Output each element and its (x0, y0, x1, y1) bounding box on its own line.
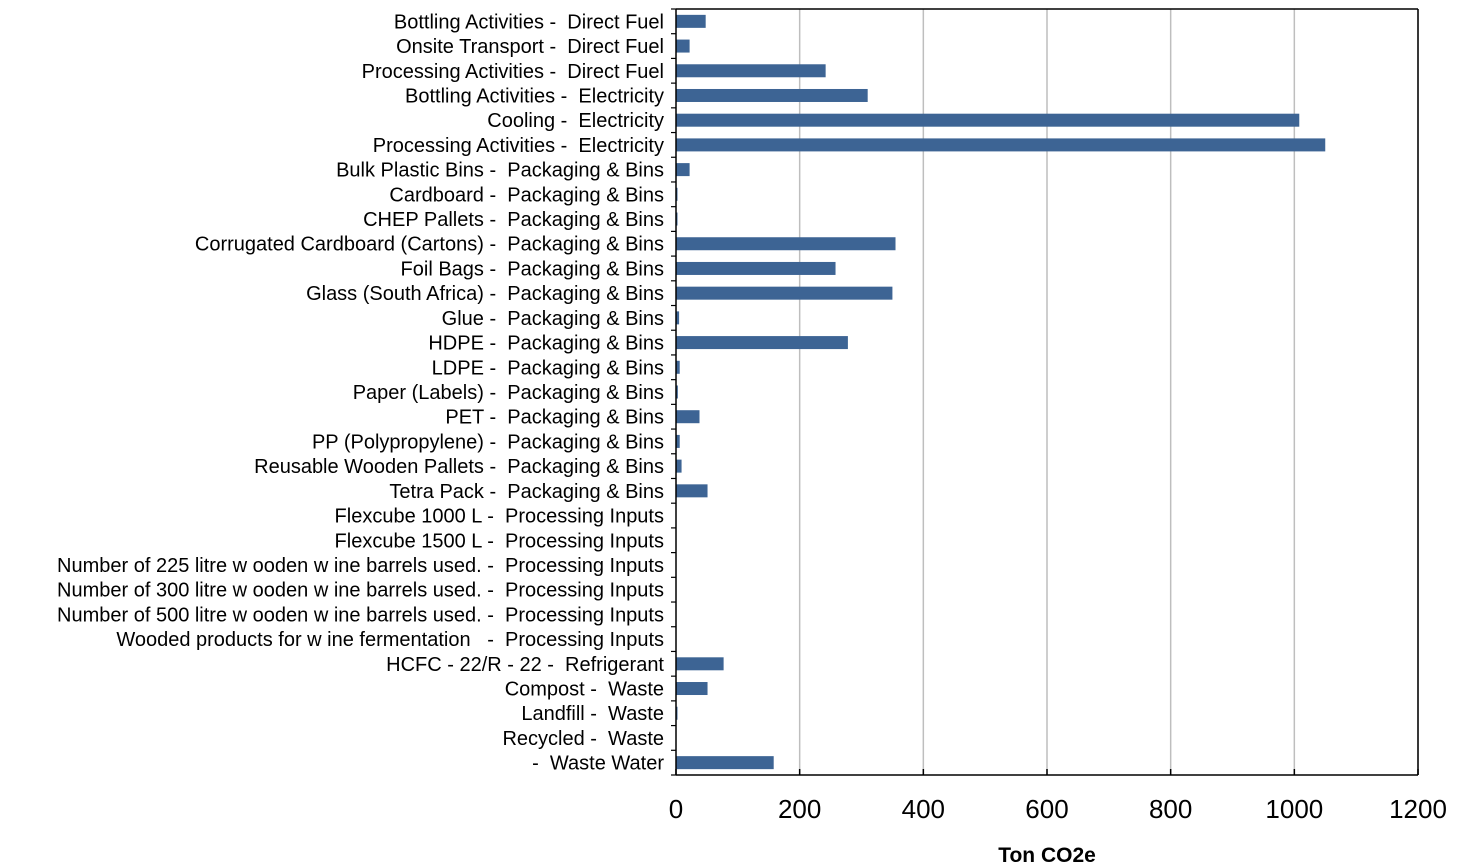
x-tick-labels: 0 200 400 600 800 1000 1200 (669, 794, 1447, 824)
bar-3 (676, 88, 868, 102)
bar-27 (676, 682, 708, 696)
category-label-16: PET - Packaging & Bins (445, 407, 664, 429)
category-label-3: Bottling Activities - Electricity (405, 85, 664, 107)
bar-4 (676, 113, 1300, 127)
axes (671, 8, 1419, 776)
category-label-13: HDPE - Packaging & Bins (428, 333, 664, 355)
category-label-6: Bulk Plastic Bins - Packaging & Bins (336, 160, 664, 182)
x-tick-label-1200: 1200 (1389, 794, 1447, 824)
category-label-17: PP (Polypropylene) - Packaging & Bins (312, 431, 664, 453)
bar-5 (676, 138, 1326, 152)
bar-26 (676, 657, 724, 671)
bar-9 (676, 237, 896, 251)
bar-14 (676, 360, 680, 374)
category-label-2: Processing Activities - Direct Fuel (362, 61, 664, 83)
bar-17 (676, 434, 680, 448)
category-label-28: Landfill - Waste (521, 703, 664, 725)
bar-16 (676, 410, 700, 424)
bar-11 (676, 286, 893, 300)
x-tick-label-200: 200 (778, 794, 821, 824)
category-label-19: Tetra Pack - Packaging & Bins (389, 481, 664, 503)
bar-10 (676, 261, 836, 275)
bar-1 (676, 39, 690, 53)
bar-2 (676, 64, 826, 78)
category-label-24: Number of 500 litre w ooden w ine barrel… (57, 604, 664, 626)
category-label-4: Cooling - Electricity (487, 110, 664, 132)
bar-18 (676, 459, 682, 473)
category-label-12: Glue - Packaging & Bins (442, 308, 664, 330)
x-tick-label-600: 600 (1025, 794, 1068, 824)
category-label-18: Reusable Wooden Pallets - Packaging & Bi… (254, 456, 664, 478)
category-label-1: Onsite Transport - Direct Fuel (396, 36, 664, 58)
bar-12 (676, 311, 680, 325)
category-label-21: Flexcube 1500 L - Processing Inputs (335, 530, 664, 552)
category-label-7: Cardboard - Packaging & Bins (389, 184, 664, 206)
category-label-5: Processing Activities - Electricity (373, 135, 664, 157)
category-label-29: Recycled - Waste (502, 728, 664, 750)
bar-19 (676, 484, 708, 498)
bar-30 (676, 756, 774, 770)
x-tick-label-800: 800 (1149, 794, 1192, 824)
x-axis-title: Ton CO2e (998, 844, 1096, 867)
bar-0 (676, 14, 706, 28)
category-label-23: Number of 300 litre w ooden w ine barrel… (57, 580, 664, 602)
category-label-15: Paper (Labels) - Packaging & Bins (353, 382, 664, 404)
bar-13 (676, 336, 848, 350)
bar-6 (676, 163, 690, 177)
bar-15 (676, 385, 678, 399)
category-label-20: Flexcube 1000 L - Processing Inputs (335, 506, 664, 528)
category-label-11: Glass (South Africa) - Packaging & Bins (306, 283, 664, 305)
category-label-8: CHEP Pallets - Packaging & Bins (363, 209, 664, 231)
x-tick-label-400: 400 (902, 794, 945, 824)
category-label-0: Bottling Activities - Direct Fuel (394, 11, 664, 33)
category-label-27: Compost - Waste (505, 679, 664, 701)
category-label-9: Corrugated Cardboard (Cartons) - Packagi… (195, 234, 664, 256)
category-label-25: Wooded products for w ine fermentation -… (116, 629, 664, 651)
category-label-30: - Waste Water (527, 753, 665, 775)
category-labels: Bottling Activities - Direct Fuel Onsite … (57, 11, 664, 774)
category-label-10: Foil Bags - Packaging & Bins (401, 258, 664, 280)
bars (676, 14, 1326, 770)
x-tick-label-0: 0 (669, 794, 683, 824)
category-label-22: Number of 225 litre w ooden w ine barrel… (57, 555, 664, 577)
category-label-14: LDPE - Packaging & Bins (432, 357, 664, 379)
x-tick-label-1000: 1000 (1265, 794, 1323, 824)
category-label-26: HCFC - 22/R - 22 - Refrigerant (386, 654, 664, 676)
